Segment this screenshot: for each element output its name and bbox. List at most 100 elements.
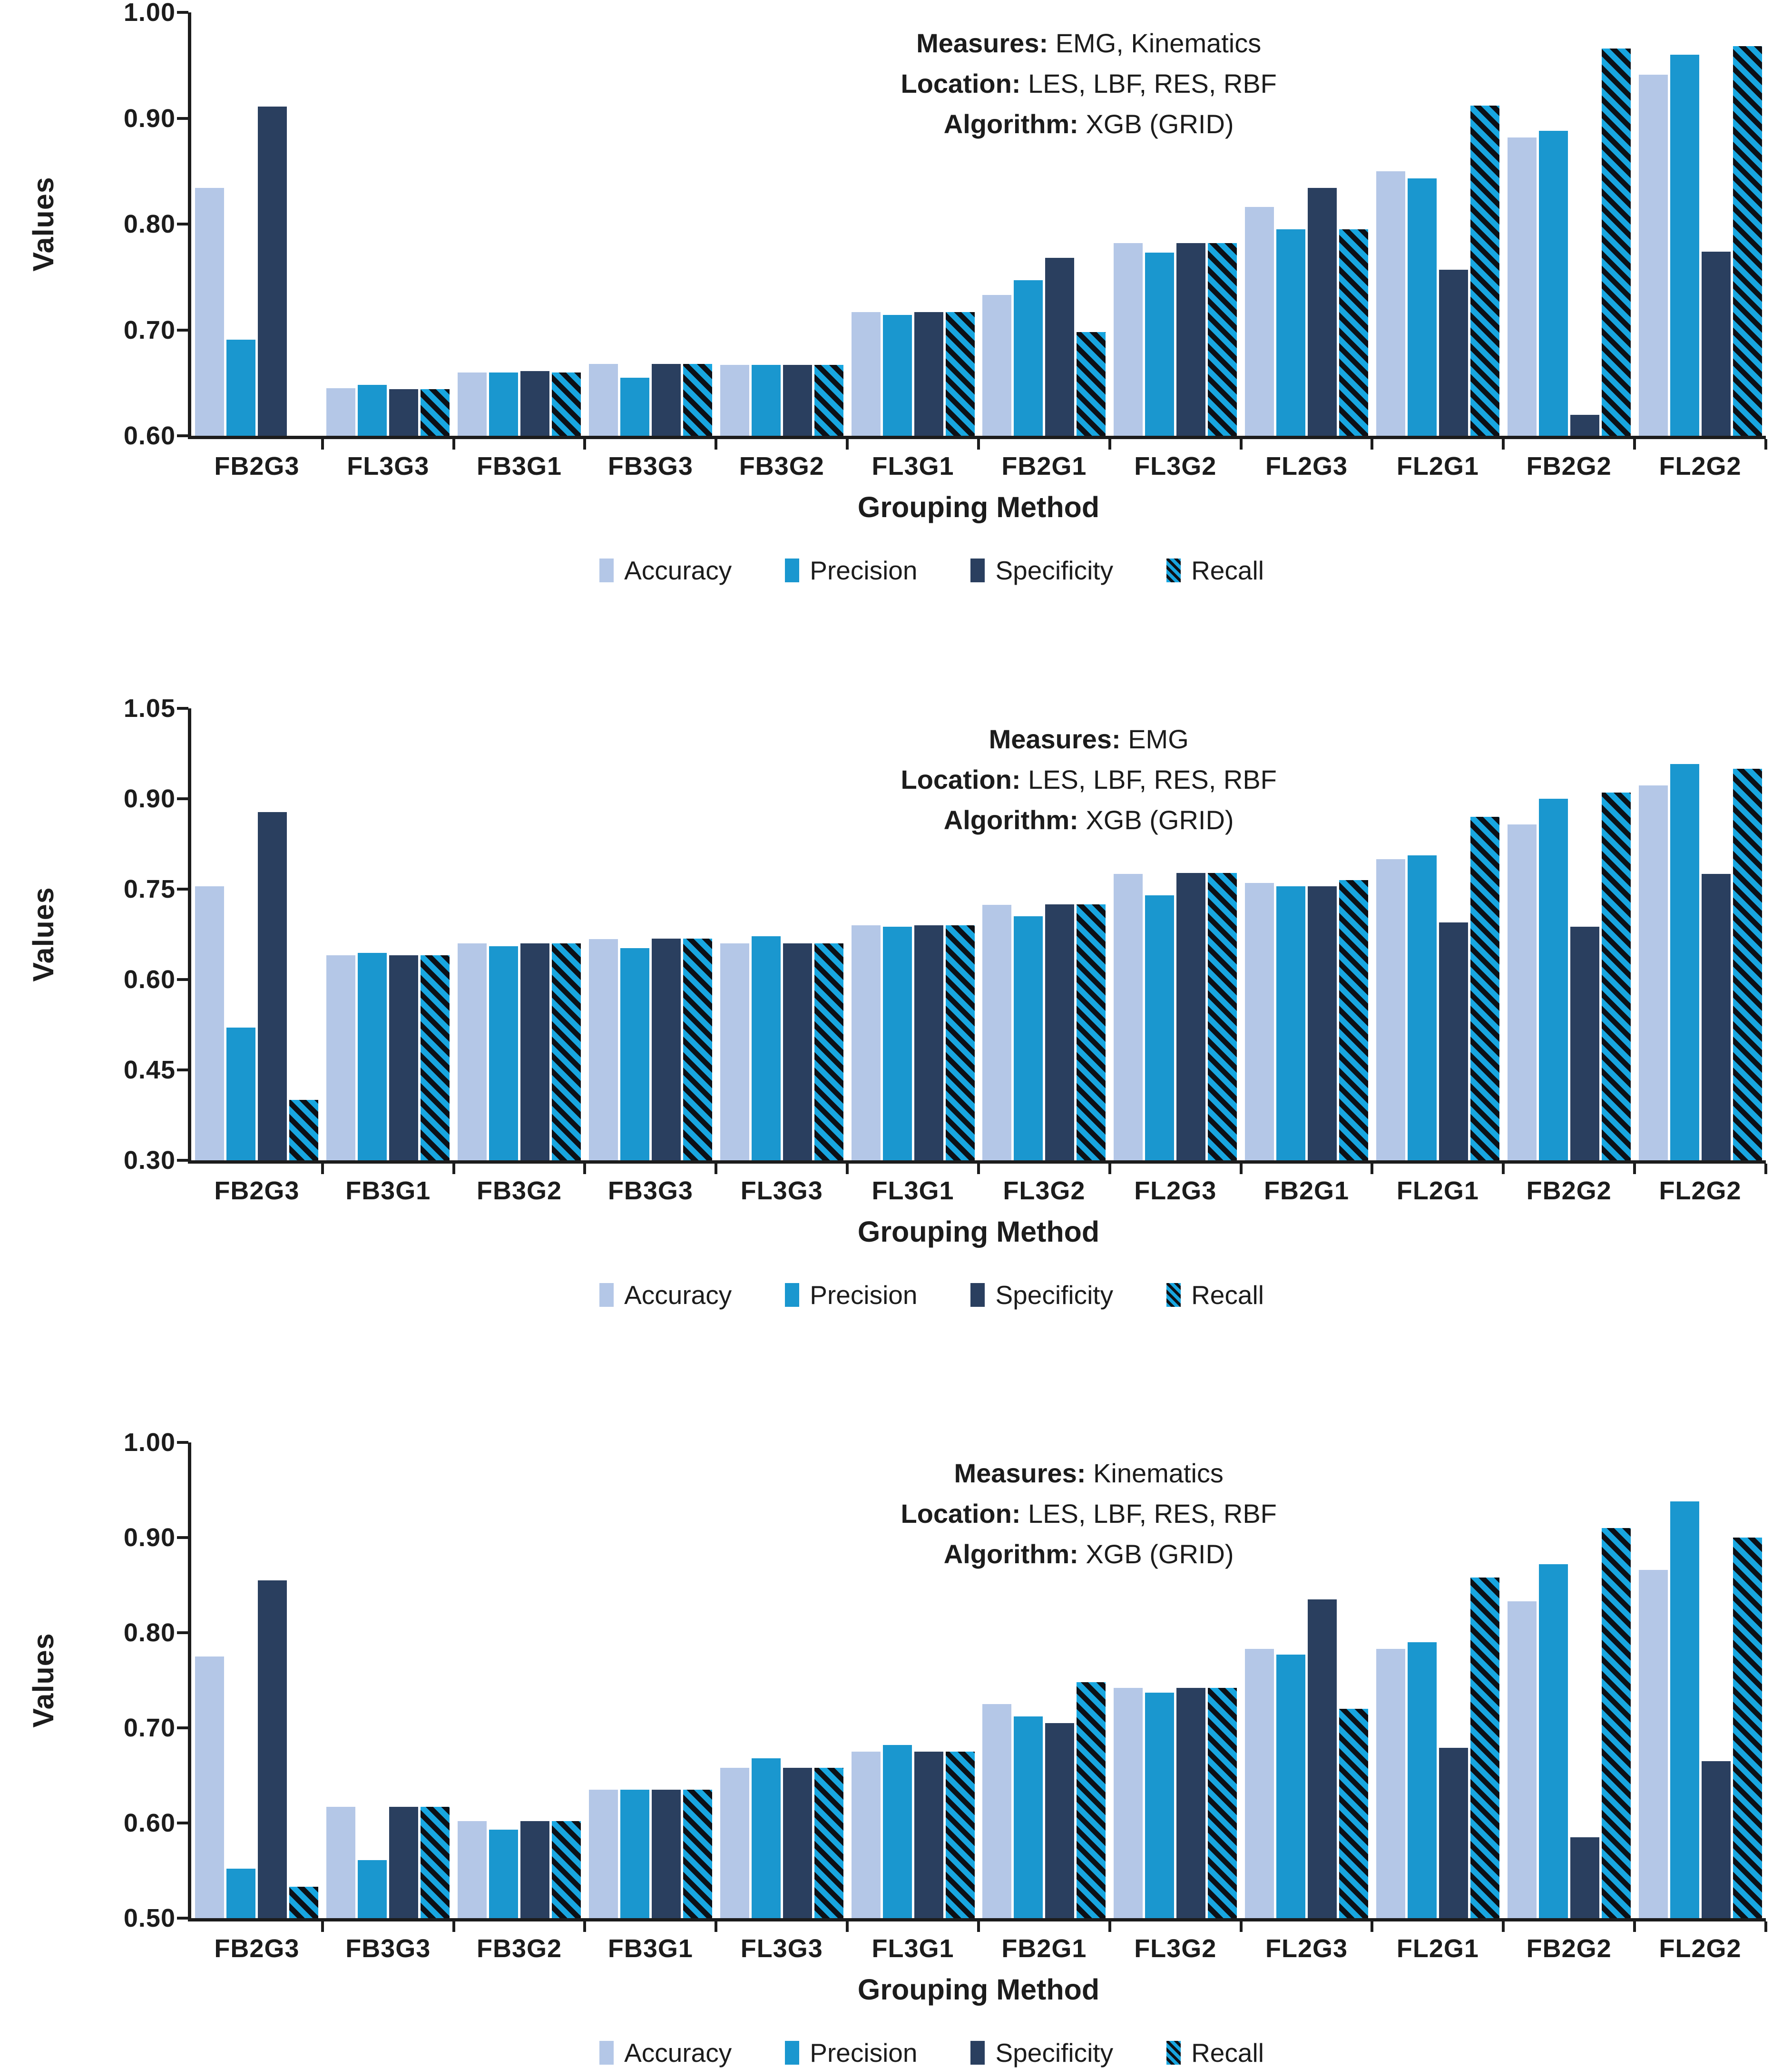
bar-specificity <box>1308 886 1337 1160</box>
legend-swatch-specificity <box>970 559 985 582</box>
category-group <box>1372 12 1505 450</box>
category-group <box>323 12 455 450</box>
category-group <box>323 1442 455 1932</box>
category-group <box>1110 1442 1243 1932</box>
bar-specificity <box>520 371 550 436</box>
y-tick-label: 0.50 <box>123 1904 176 1932</box>
bar-specificity <box>1045 1723 1075 1918</box>
legend-swatch-recall <box>1166 1283 1181 1307</box>
annotation-value: LES, LBF, RES, RBF <box>1028 69 1277 99</box>
bar-precision <box>620 948 649 1160</box>
category-group <box>191 12 324 450</box>
y-tick-label: 0.90 <box>123 1523 176 1552</box>
bar-precision <box>226 1028 256 1160</box>
bar-recall <box>1470 817 1499 1160</box>
y-tick-mark <box>177 328 188 332</box>
y-tick-mark <box>177 978 188 981</box>
legend: Accuracy Precision Specificity Recall <box>86 2038 1778 2068</box>
x-category-label: FL3G2 <box>1134 1934 1217 1963</box>
x-category-label: FL3G1 <box>872 1176 954 1205</box>
legend-item-specificity: Specificity <box>970 1280 1113 1310</box>
bar-precision <box>1407 178 1437 436</box>
bar-accuracy <box>195 1656 225 1918</box>
bar-accuracy <box>326 1807 356 1918</box>
x-category-label: FL2G2 <box>1659 1934 1742 1963</box>
bar-specificity <box>1308 1599 1337 1918</box>
category-group <box>1635 708 1767 1174</box>
bar-precision <box>1276 1655 1306 1918</box>
bar-precision <box>882 926 912 1160</box>
x-category-label: FL2G3 <box>1265 1934 1348 1963</box>
category-group <box>191 1442 324 1932</box>
bar-accuracy <box>851 925 881 1160</box>
category-group <box>1503 12 1636 450</box>
bar-recall <box>1733 46 1762 436</box>
x-axis-group-tick <box>1764 1921 1767 1932</box>
bar-precision <box>1670 1501 1699 1918</box>
x-category-label: FB3G1 <box>477 452 562 480</box>
category-group <box>585 1442 718 1932</box>
bar-specificity <box>1176 872 1206 1160</box>
annotation-value: EMG <box>1128 724 1189 754</box>
bar-accuracy <box>1376 859 1405 1160</box>
bar-groups <box>191 708 1767 1174</box>
bar-accuracy <box>458 943 487 1160</box>
y-tick-mark <box>177 888 188 891</box>
bar-precision <box>489 1830 519 1918</box>
x-axis-group-tick <box>1764 1164 1767 1174</box>
category-group <box>979 12 1111 450</box>
category-group <box>454 708 587 1174</box>
x-axis-labels: FB2G3 FL3G3 FB3G1 FB3G3 FB3G2 FL3G1 FB2G1 FL3G2… <box>191 439 1766 481</box>
legend-swatch-specificity <box>970 1283 985 1307</box>
legend-item-specificity: Specificity <box>970 555 1113 586</box>
bar-recall <box>1470 1578 1499 1918</box>
bar-precision <box>1145 895 1175 1160</box>
x-category-label: FL3G2 <box>1003 1176 1086 1205</box>
y-axis-labels: 1.00 0.90 0.80 0.70 0.60 0.50 <box>86 1428 188 1932</box>
x-axis-group-tick <box>583 1921 587 1932</box>
category-group <box>1241 708 1374 1174</box>
bar-recall <box>1077 1682 1106 1918</box>
x-axis-labels: FB2G3 FB3G1 FB3G2 FB3G3 FL3G3 FL3G1 FL3G2 FL2G3… <box>191 1164 1766 1206</box>
bar-recall <box>814 1768 843 1918</box>
x-category-label: FL3G3 <box>740 1934 823 1963</box>
bar-accuracy <box>588 363 618 436</box>
annotation-line: Measures: EMG <box>901 719 1276 759</box>
bar-recall <box>421 1807 450 1918</box>
annotation-line: Algorithm: XGB (GRID) <box>901 104 1276 144</box>
y-tick-mark <box>177 1631 188 1634</box>
y-tick-label: 0.70 <box>123 315 176 344</box>
bar-accuracy <box>720 1768 749 1918</box>
annotation-key: Algorithm: <box>943 109 1078 139</box>
x-category-label: FL2G1 <box>1396 1176 1479 1205</box>
plot-area: Measures: EMG, Kinematics Location: LES, … <box>177 11 1767 450</box>
bar-precision <box>1538 1564 1568 1918</box>
bar-specificity <box>651 363 681 436</box>
bar-precision <box>1276 229 1306 436</box>
y-tick-mark <box>177 707 188 710</box>
legend-label: Accuracy <box>624 1280 732 1310</box>
chart-section-2: Values 1.05 0.90 0.75 0.60 0.45 0.30 Measures: … <box>14 694 1778 1310</box>
annotation-line: Location: LES, LBF, RES, RBF <box>901 759 1276 800</box>
category-group <box>1110 12 1243 450</box>
bar-accuracy <box>982 1704 1012 1918</box>
y-tick-label: 0.90 <box>123 784 176 813</box>
bar-specificity <box>389 389 419 436</box>
legend-swatch-accuracy <box>599 559 614 582</box>
legend-item-accuracy: Accuracy <box>599 555 732 586</box>
category-group <box>1503 1442 1636 1932</box>
bar-recall <box>1733 768 1762 1160</box>
bar-precision <box>358 953 387 1160</box>
x-axis-group-tick <box>1502 1921 1505 1932</box>
chart-section-1: Values 1.00 0.90 0.80 0.70 0.60 Measures: EMG,… <box>14 0 1778 586</box>
x-category-label: FB2G3 <box>214 1176 300 1205</box>
bar-recall <box>289 1887 319 1918</box>
y-tick-mark <box>177 117 188 120</box>
bar-accuracy <box>1507 824 1537 1160</box>
bar-accuracy <box>1376 1649 1405 1918</box>
y-tick-mark <box>177 1441 188 1444</box>
bar-recall <box>1208 243 1237 436</box>
bar-precision <box>620 1790 649 1918</box>
bar-specificity <box>1045 904 1075 1160</box>
y-tick-label: 1.00 <box>123 0 176 27</box>
